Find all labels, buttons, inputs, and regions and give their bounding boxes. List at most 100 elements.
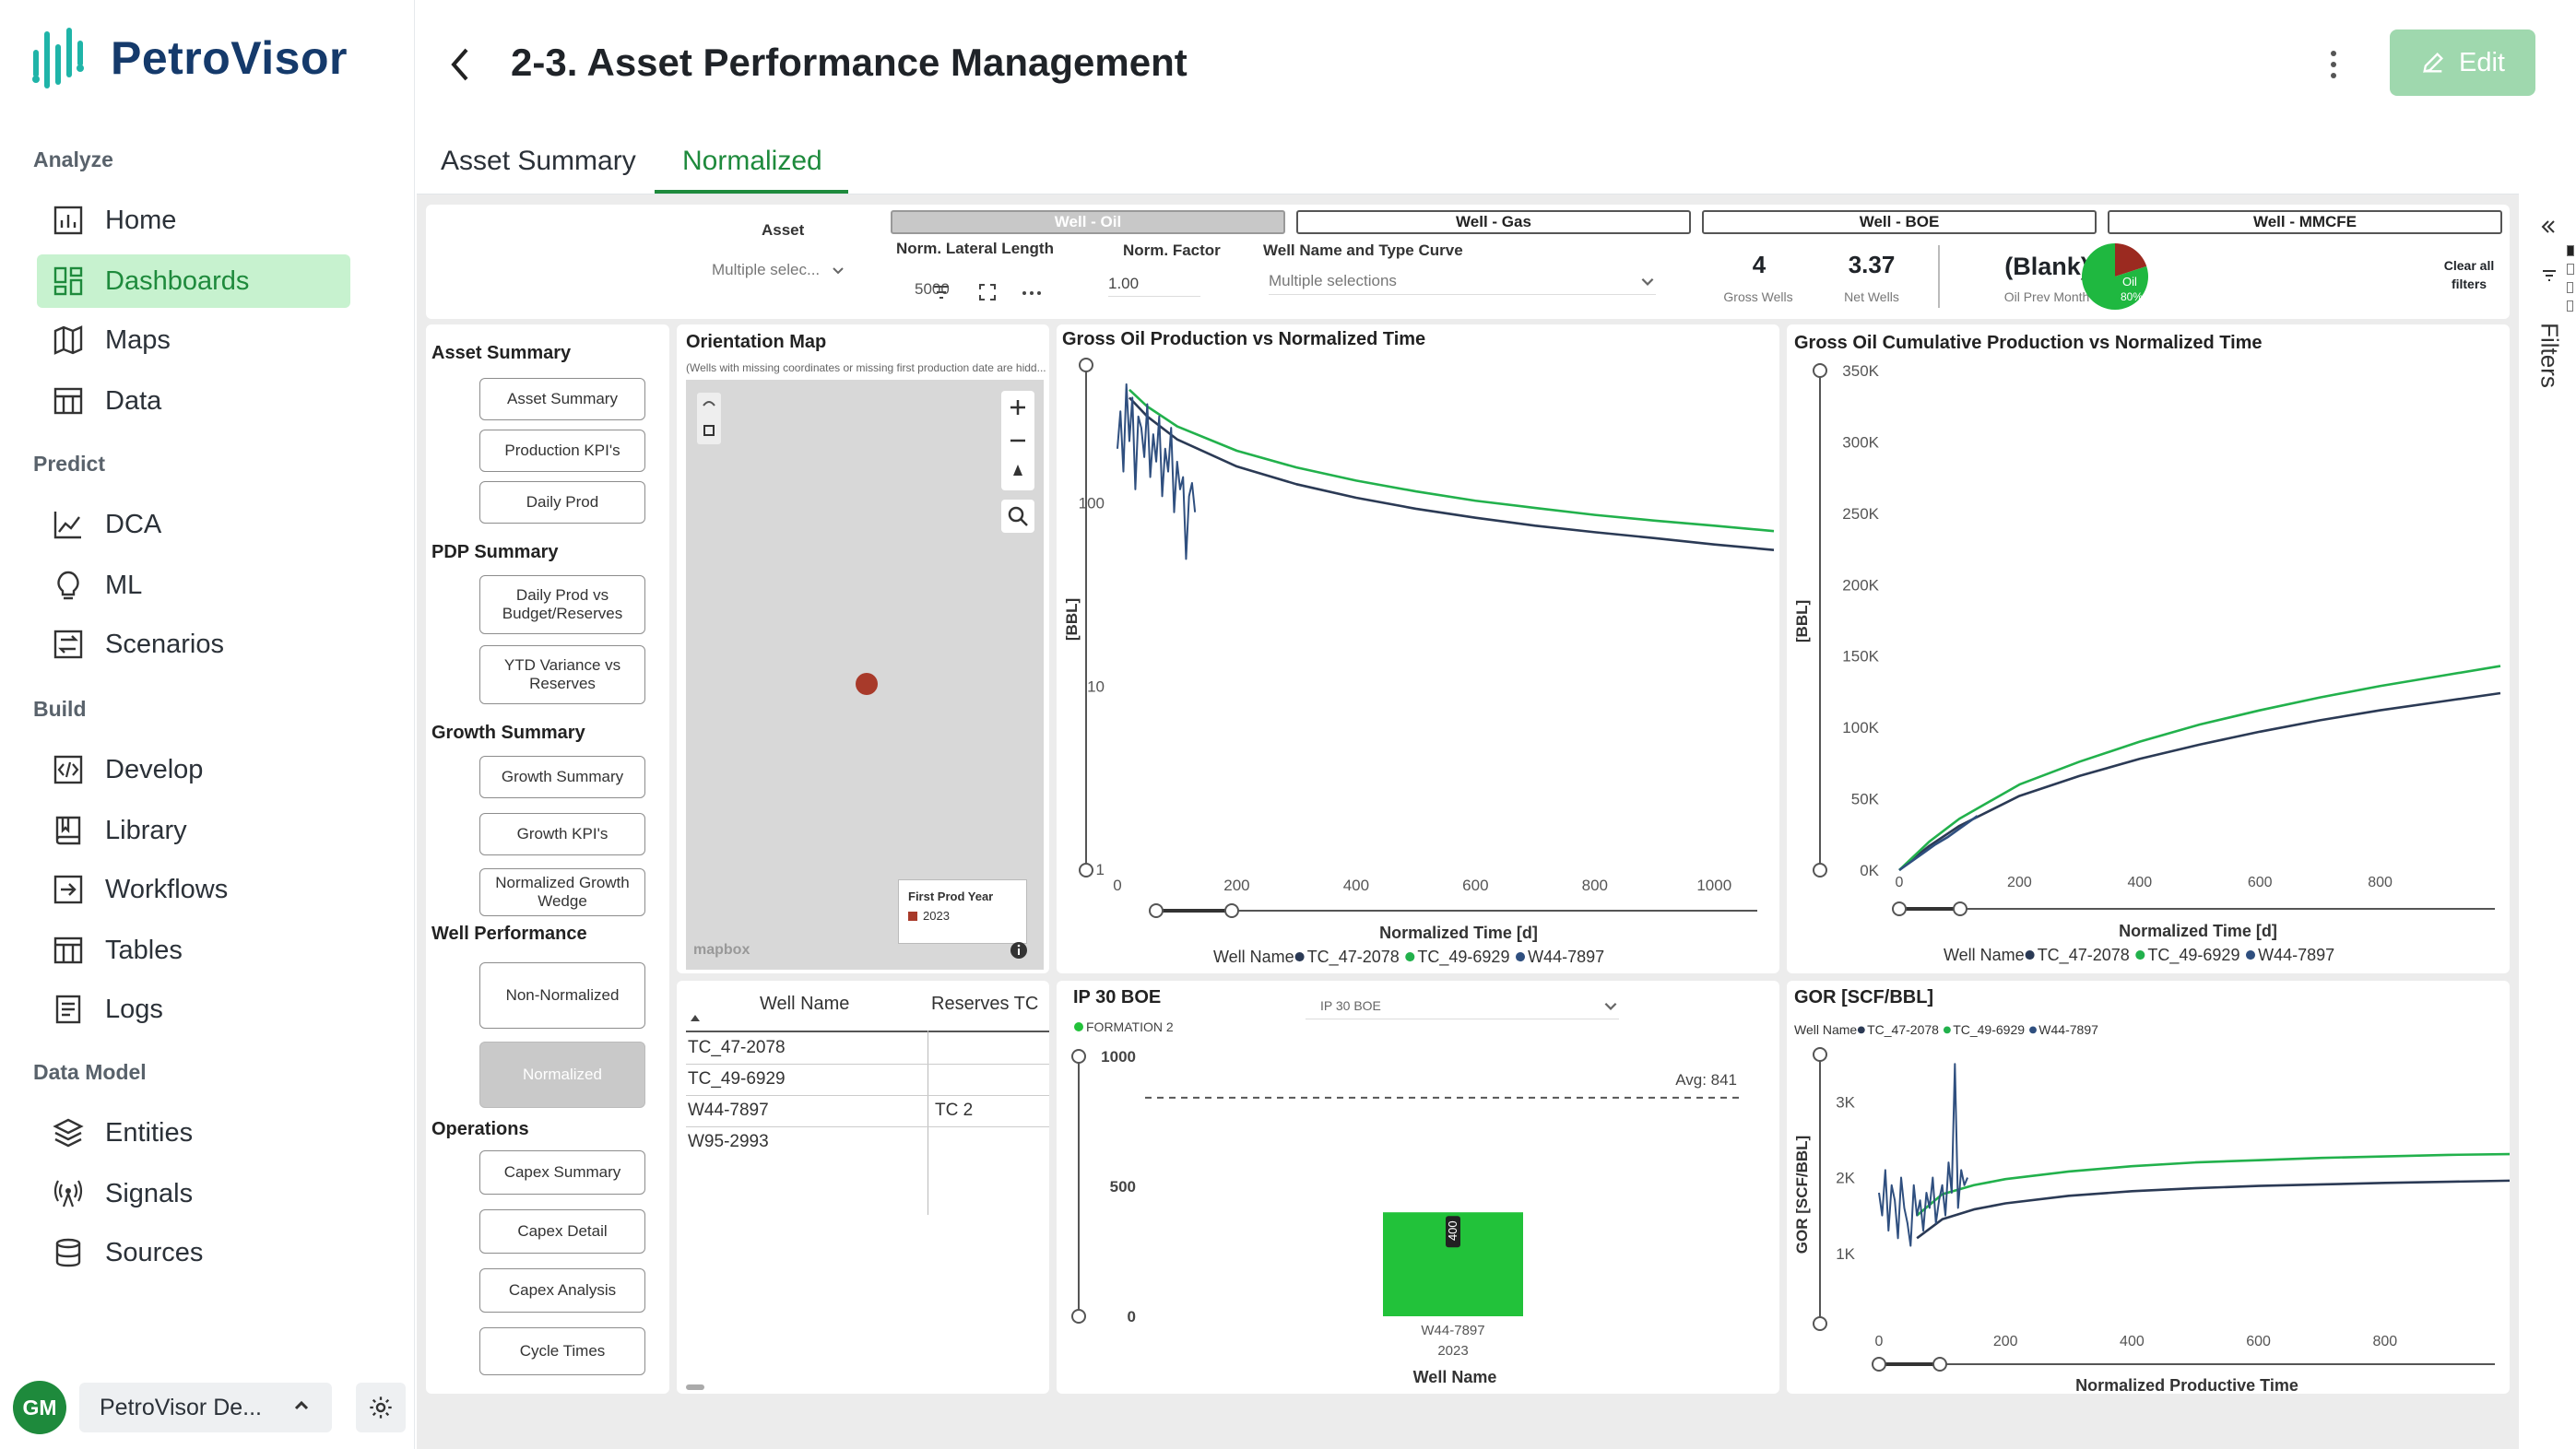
ip30-metric-dropdown[interactable]: IP 30 BOE: [1306, 992, 1619, 1019]
range-slider-handle[interactable]: [1813, 363, 1827, 378]
filter-visual-icon[interactable]: [931, 282, 951, 302]
sidebar-item-home[interactable]: Home: [37, 194, 350, 247]
map-search-icon[interactable]: [1001, 500, 1034, 533]
sidebar-item-entities[interactable]: Entities: [37, 1106, 350, 1160]
range-slider-handle[interactable]: [1149, 903, 1164, 918]
nav-button-capex-detail[interactable]: Capex Detail: [479, 1209, 645, 1254]
table-cell-well-name[interactable]: W95-2993: [688, 1132, 769, 1151]
table-cell-well-name[interactable]: W44-7897: [688, 1101, 769, 1120]
well-type-tab-well-oil[interactable]: Well - Oil: [891, 210, 1285, 234]
nav-button-growth-kpi-s[interactable]: Growth KPI's: [479, 813, 645, 855]
table-header-well-name[interactable]: Well Name: [760, 994, 850, 1014]
nav-button-growth-summary[interactable]: Growth Summary: [479, 756, 645, 798]
table-cell-well-name[interactable]: TC_49-6929: [688, 1069, 786, 1089]
gross-oil-cumulative-chart[interactable]: Gross Oil Cumulative Production vs Norma…: [1787, 324, 2510, 973]
filters-pane[interactable]: Filters: [2526, 203, 2572, 1438]
prev-month-legend-item[interactable]: Oil Prev Month: [2567, 242, 2576, 260]
ip30-boe-chart[interactable]: IP 30 BOE FORMATION 2 0 500 1000 Avg: 841 400 W…: [1057, 981, 1779, 1394]
nav-button-production-kpi-s[interactable]: Production KPI's: [479, 430, 645, 472]
legend-entry[interactable]: TC_49-6929: [1417, 948, 1509, 967]
asset-dropdown[interactable]: Multiple selec...: [712, 256, 878, 284]
series-line-tc_49-6929[interactable]: [1128, 388, 1775, 533]
settings-button[interactable]: [356, 1383, 406, 1432]
range-slider-handle[interactable]: [1071, 1049, 1086, 1064]
legend-entry[interactable]: W44-7897: [1528, 948, 1604, 966]
range-slider-handle[interactable]: [1813, 1047, 1827, 1062]
legend-checkbox[interactable]: [2567, 245, 2575, 256]
edit-button[interactable]: Edit: [2390, 29, 2535, 96]
sidebar-item-signals[interactable]: Signals: [37, 1167, 350, 1220]
prev-month-legend-item[interactable]: MMCFE Prev Month: [2567, 297, 2576, 315]
sidebar-item-logs[interactable]: Logs: [37, 983, 350, 1036]
range-slider-handle[interactable]: [1953, 901, 1967, 916]
nav-button-normalized-growth-wedge[interactable]: Normalized Growth Wedge: [479, 868, 645, 916]
nav-button-capex-analysis[interactable]: Capex Analysis: [479, 1268, 645, 1313]
legend-entry[interactable]: W44-7897: [2038, 1022, 2098, 1037]
range-slider-handle[interactable]: [1079, 358, 1093, 372]
info-icon[interactable]: [1009, 940, 1029, 960]
nav-button-capex-summary[interactable]: Capex Summary: [479, 1150, 645, 1195]
series-line-w44-7897[interactable]: [1878, 1063, 1968, 1247]
horizontal-scrollbar[interactable]: [686, 1384, 704, 1390]
norm-lateral-input[interactable]: 5000: [915, 280, 950, 298]
prev-month-legend-item[interactable]: BOE Prev Month: [2567, 278, 2576, 297]
well-location-marker[interactable]: [856, 673, 878, 695]
sidebar-item-library[interactable]: Library: [37, 804, 350, 857]
nav-button-normalized[interactable]: Normalized: [479, 1042, 645, 1108]
sidebar-item-workflows[interactable]: Workflows: [37, 863, 350, 916]
sidebar-item-tables[interactable]: Tables: [37, 924, 350, 977]
map-zoom-controls[interactable]: [1001, 391, 1034, 490]
sidebar-item-maps[interactable]: Maps: [37, 313, 350, 367]
range-slider-handle[interactable]: [1872, 1357, 1886, 1372]
legend-checkbox[interactable]: [2567, 300, 2573, 312]
legend-entry[interactable]: TC_47-2078: [2038, 946, 2130, 965]
range-slider-handle[interactable]: [1079, 863, 1093, 878]
nav-button-cycle-times[interactable]: Cycle Times: [479, 1327, 645, 1375]
tab-normalized[interactable]: Normalized: [682, 146, 822, 176]
legend-entry[interactable]: TC_49-6929: [2147, 946, 2239, 965]
tenant-selector[interactable]: PetroVisor De...: [79, 1383, 332, 1432]
more-horizontal-icon[interactable]: [1022, 289, 1042, 297]
prev-month-legend-item[interactable]: Gas Prev Month: [2567, 260, 2576, 278]
legend-entry[interactable]: TC_49-6929: [1953, 1022, 2025, 1037]
series-line-tc_49-6929[interactable]: [1916, 1152, 2512, 1217]
legend-checkbox[interactable]: [2567, 282, 2574, 293]
sidebar-item-scenarios[interactable]: Scenarios: [37, 618, 350, 671]
clear-all-filters-button[interactable]: Clear all filters: [2443, 258, 2495, 291]
norm-factor-input[interactable]: 1.00: [1108, 269, 1200, 297]
series-line-tc_47-2078[interactable]: [1128, 396, 1775, 551]
legend-entry[interactable]: FORMATION 2: [1086, 1019, 1174, 1034]
gross-oil-production-chart[interactable]: Gross Oil Production vs Normalized Time 1…: [1057, 324, 1779, 973]
table-cell-reserves-tc[interactable]: TC 2: [935, 1101, 974, 1120]
nav-button-non-normalized[interactable]: Non-Normalized: [479, 962, 645, 1029]
well-type-tab-well-boe[interactable]: Well - BOE: [1702, 210, 2097, 234]
sidebar-item-dca[interactable]: DCA: [37, 498, 350, 551]
series-line-w44-7897[interactable]: [1898, 815, 1979, 872]
nav-button-daily-prod[interactable]: Daily Prod: [479, 481, 645, 524]
double-chevron-left-icon[interactable]: [2539, 218, 2558, 236]
sort-up-icon[interactable]: [688, 1012, 703, 1023]
legend-entry[interactable]: TC_47-2078: [1307, 948, 1400, 967]
legend-checkbox[interactable]: [2567, 264, 2574, 275]
sidebar-item-develop[interactable]: Develop: [37, 743, 350, 796]
range-slider-handle[interactable]: [1892, 901, 1907, 916]
nav-button-daily-prod-vs-budget-reserves[interactable]: Daily Prod vs Budget/Reserves: [479, 575, 645, 634]
sidebar-item-data[interactable]: Data: [37, 374, 350, 428]
table-cell-well-name[interactable]: TC_47-2078: [688, 1038, 786, 1057]
range-slider-handle[interactable]: [1813, 863, 1827, 878]
map-view[interactable]: First Prod Year 2023 mapbox: [686, 380, 1044, 970]
gor-chart[interactable]: GOR [SCF/BBL] Well Name TC_47-2078 TC_49-69…: [1787, 981, 2512, 1395]
tab-asset-summary[interactable]: Asset Summary: [441, 146, 636, 176]
legend-entry[interactable]: TC_47-2078: [1867, 1022, 1939, 1037]
table-header-reserves-tc[interactable]: Reserves TC: [931, 994, 1039, 1014]
sidebar-item-dashboards[interactable]: Dashboards: [37, 254, 350, 308]
range-slider-handle[interactable]: [1224, 903, 1239, 918]
back-arrow-icon[interactable]: [443, 42, 479, 87]
nav-button-asset-summary[interactable]: Asset Summary: [479, 378, 645, 420]
range-slider-handle[interactable]: [1071, 1309, 1086, 1324]
range-slider-handle[interactable]: [1813, 1316, 1827, 1331]
sidebar-item-sources[interactable]: Sources: [37, 1226, 350, 1279]
series-line-w44-7897[interactable]: [1117, 383, 1197, 560]
nav-button-ytd-variance-vs-reserves[interactable]: YTD Variance vs Reserves: [479, 645, 645, 704]
range-slider-handle[interactable]: [1932, 1357, 1947, 1372]
